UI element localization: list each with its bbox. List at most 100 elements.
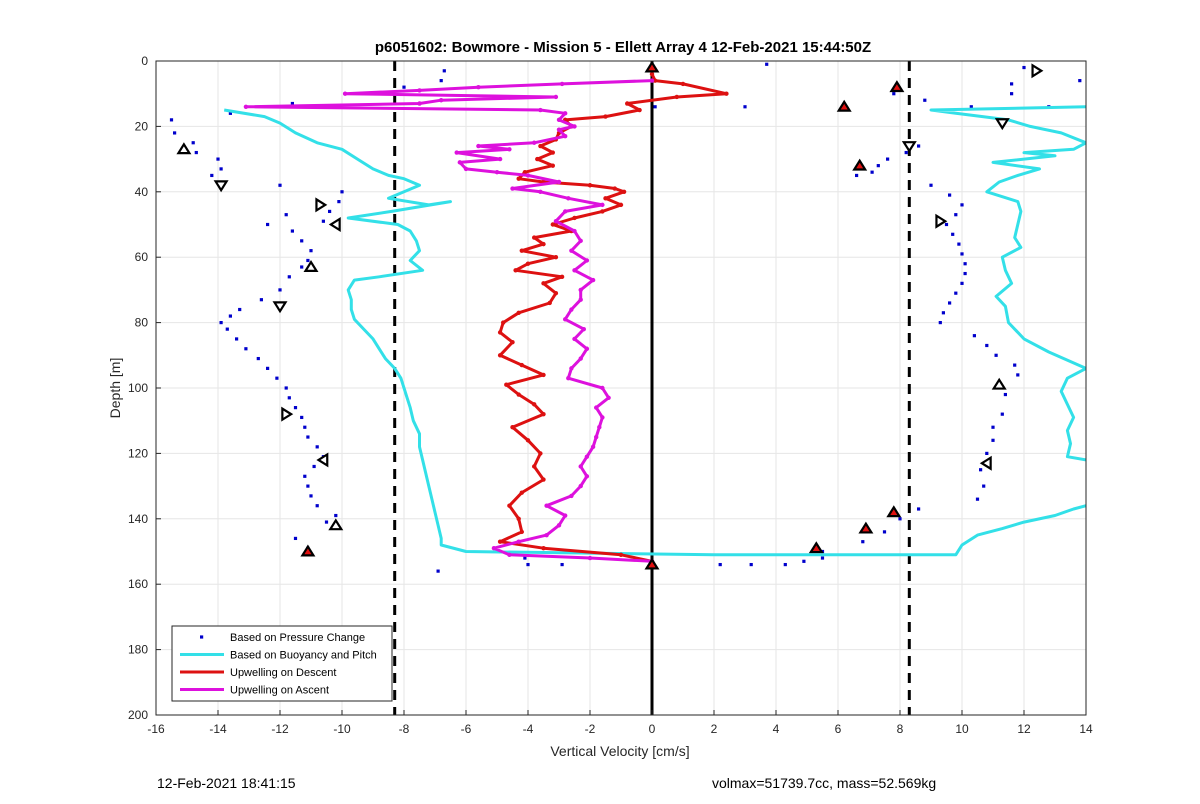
series-marker	[516, 539, 521, 544]
pressure-change-point	[963, 271, 967, 276]
x-tick-label: -4	[523, 722, 534, 736]
y-tick-label: 60	[135, 250, 149, 264]
series-marker	[510, 340, 515, 345]
x-tick-label: 6	[835, 722, 842, 736]
series-marker	[603, 196, 608, 201]
series-marker	[724, 91, 729, 96]
series-marker	[590, 444, 596, 450]
series-marker	[532, 402, 537, 407]
pressure-change-point	[287, 396, 291, 400]
pressure-change-point	[923, 98, 927, 102]
x-tick-label: -10	[333, 722, 351, 736]
pressure-change-point	[328, 209, 332, 214]
series-marker	[637, 107, 642, 113]
series-marker	[556, 117, 562, 123]
open-triangle-marker	[994, 118, 1010, 131]
pressure-change-point	[216, 157, 220, 161]
pressure-change-point	[228, 111, 232, 115]
series-marker	[516, 392, 521, 397]
filled-triangle-marker	[644, 61, 660, 73]
axes-box	[155, 60, 1087, 716]
x-tick-label: 10	[955, 722, 969, 736]
series-marker	[476, 84, 481, 90]
series-marker	[497, 539, 503, 544]
series-marker	[516, 516, 521, 521]
series-marker	[563, 111, 568, 116]
pressure-change-point	[210, 173, 214, 178]
series-marker	[556, 179, 562, 185]
series-marker	[674, 94, 679, 100]
pressure-change-point	[219, 167, 223, 171]
series-marker	[578, 238, 583, 244]
pressure-change-point	[300, 239, 304, 243]
series-marker	[559, 274, 565, 280]
series-marker	[510, 186, 515, 191]
x-tick-label: -8	[399, 722, 410, 736]
series-marker	[566, 375, 571, 381]
series-marker	[587, 555, 593, 561]
series-marker	[569, 493, 574, 499]
series-marker	[584, 474, 590, 479]
series-marker	[553, 94, 559, 100]
pressure-change-point	[765, 62, 769, 66]
pressure-change-point	[334, 513, 338, 518]
pressure-change-point	[315, 445, 319, 449]
series-marker	[600, 202, 605, 208]
series-marker	[578, 287, 583, 293]
y-tick-label: 40	[135, 185, 149, 199]
series-marker	[597, 425, 602, 430]
open-triangle-marker	[213, 180, 229, 193]
series-marker	[525, 261, 531, 266]
x-tick-label: 0	[649, 722, 656, 736]
series-marker	[594, 434, 599, 440]
series-marker	[497, 353, 503, 358]
open-triangle-marker	[328, 217, 341, 232]
series-marker	[510, 425, 515, 430]
pressure-change-point	[820, 556, 825, 560]
series-marker	[519, 362, 524, 368]
pressure-change-point	[275, 376, 279, 380]
y-tick-label: 120	[128, 446, 148, 460]
y-axis-label: Depth [m]	[107, 358, 123, 419]
series-marker	[525, 173, 531, 178]
open-triangle-marker	[901, 141, 917, 154]
series-marker	[541, 411, 546, 417]
series-marker	[532, 140, 537, 145]
x-tick-label: 14	[1079, 722, 1093, 736]
y-tick-label: 100	[128, 381, 148, 395]
open-triangle-marker	[991, 377, 1007, 390]
series-marker	[572, 268, 577, 273]
series-marker	[541, 241, 546, 247]
series-marker	[569, 366, 574, 371]
pressure-change-point	[749, 562, 753, 567]
filled-triangle-marker	[644, 557, 660, 570]
open-triangle-marker	[328, 518, 344, 531]
filled-triangle-marker	[852, 158, 868, 171]
series-marker	[550, 150, 555, 155]
series-marker	[538, 143, 543, 149]
pressure-change-point	[963, 262, 967, 266]
legend-label: Upwelling on Descent	[230, 667, 336, 679]
pressure-change-point	[266, 366, 270, 370]
open-triangle-marker	[176, 142, 192, 155]
y-tick-label: 20	[135, 119, 149, 133]
pressure-change-point	[994, 353, 998, 357]
series-marker	[417, 88, 422, 93]
pressure-change-point	[1078, 79, 1082, 83]
pressure-change-point	[244, 347, 248, 351]
pressure-change-point	[917, 507, 921, 511]
series-marker	[507, 503, 512, 508]
pressure-change-point	[954, 291, 958, 295]
series-marker	[578, 464, 583, 469]
series-marker	[507, 147, 512, 152]
series-marker	[532, 235, 537, 240]
series-marker	[454, 150, 459, 155]
series-marker	[522, 169, 528, 175]
open-triangle-marker	[281, 406, 294, 422]
series-marker	[494, 169, 500, 175]
pressure-change-point	[855, 173, 859, 178]
pressure-change-point	[941, 311, 945, 315]
pressure-change-point	[439, 79, 443, 83]
x-tick-label: 12	[1017, 722, 1031, 736]
filled-triangle-marker	[300, 544, 316, 557]
